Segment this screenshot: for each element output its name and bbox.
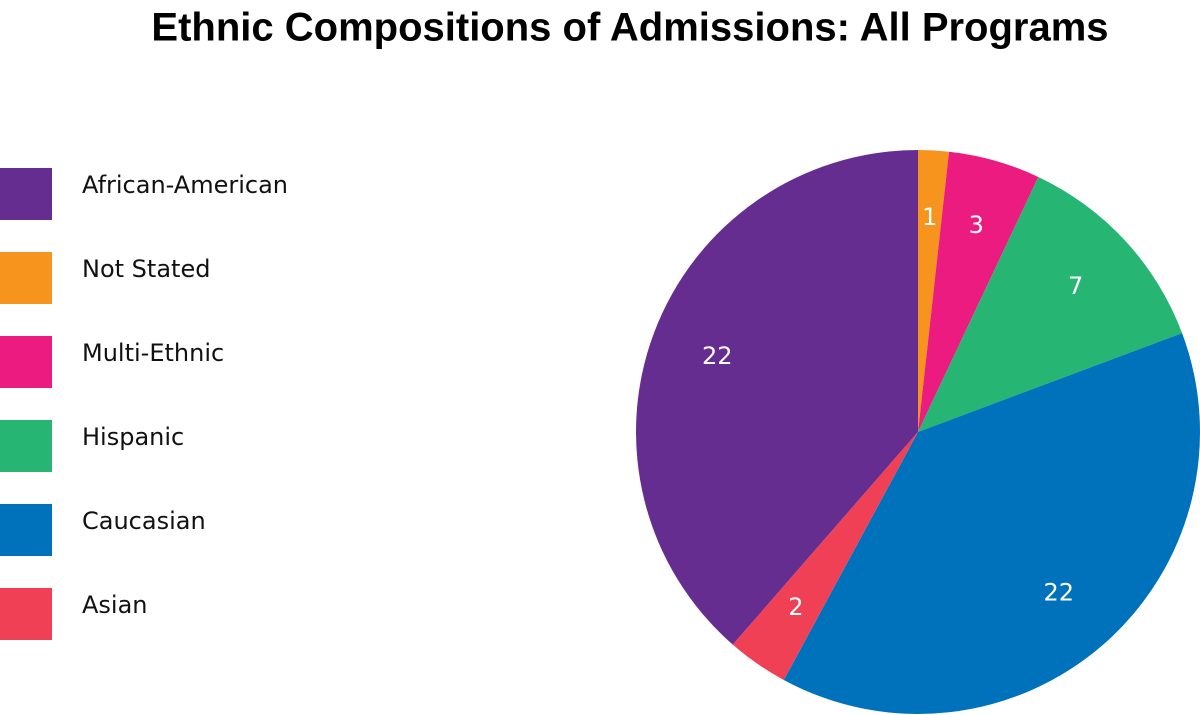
data-label: 3 bbox=[969, 211, 984, 239]
data-label: 7 bbox=[1068, 272, 1083, 300]
legend-swatch bbox=[0, 504, 52, 556]
legend-label: Caucasian bbox=[82, 507, 206, 535]
legend-label: African-American bbox=[82, 171, 288, 199]
legend-swatch bbox=[0, 420, 52, 472]
data-label: 1 bbox=[922, 203, 937, 231]
data-label: 22 bbox=[1043, 579, 1074, 607]
legend-swatch bbox=[0, 588, 52, 640]
pie-slice bbox=[783, 333, 1200, 714]
legend-swatch bbox=[0, 168, 52, 220]
legend-label: Hispanic bbox=[82, 423, 184, 451]
data-label: 22 bbox=[702, 342, 733, 370]
legend-label: Multi-Ethnic bbox=[82, 339, 224, 367]
legend-label: Not Stated bbox=[82, 255, 210, 283]
pie-slice bbox=[918, 176, 1183, 432]
legend-swatch bbox=[0, 336, 52, 388]
pie-slice bbox=[732, 432, 918, 681]
pie-slice bbox=[918, 151, 1039, 432]
data-label: 2 bbox=[788, 593, 803, 621]
chart-title: Ethnic Compositions of Admissions: All P… bbox=[151, 6, 1108, 50]
pie-slice bbox=[918, 150, 950, 432]
legend-swatch bbox=[0, 252, 52, 304]
pie-slice bbox=[636, 150, 918, 645]
legend-label: Asian bbox=[82, 591, 148, 619]
